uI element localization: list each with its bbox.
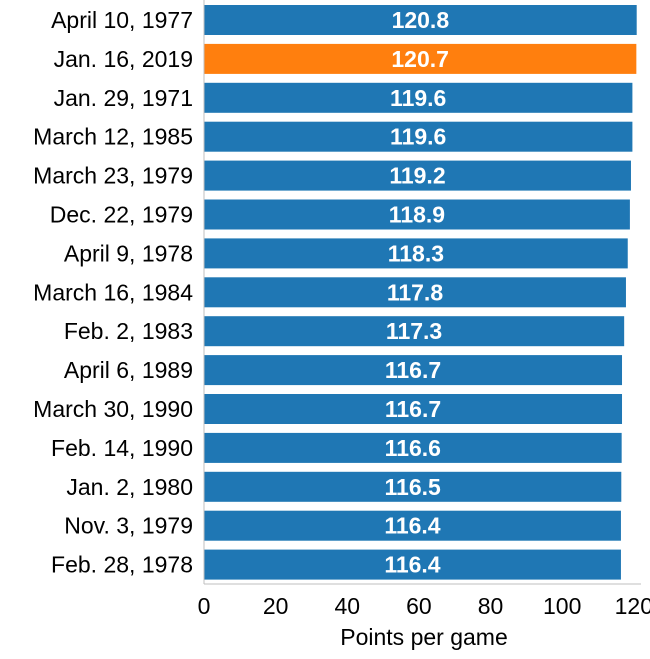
x-tick-label: 120 (615, 593, 650, 619)
bar (204, 5, 637, 35)
bar-value-label: 117.8 (387, 279, 443, 305)
bar-value-label: 119.6 (390, 124, 446, 150)
x-tick-label: 20 (263, 593, 289, 619)
category-label: Jan. 2, 1980 (66, 474, 193, 500)
category-label: Feb. 2, 1983 (64, 318, 193, 344)
bar (204, 471, 622, 502)
bar-value-label: 118.3 (388, 240, 444, 266)
x-axis-title: Points per game (340, 624, 507, 650)
bar-value-label: 116.7 (385, 396, 441, 422)
bar (204, 549, 621, 580)
bar (204, 394, 623, 424)
category-label: April 6, 1989 (64, 357, 193, 383)
bar (204, 432, 622, 463)
category-label: March 16, 1984 (33, 279, 193, 305)
category-label: April 10, 1977 (51, 7, 193, 33)
category-label: March 30, 1990 (33, 396, 193, 422)
bar-value-label: 116.4 (384, 513, 440, 539)
bar (204, 160, 631, 191)
category-label: Jan. 29, 1971 (54, 85, 193, 111)
bar-value-label: 116.7 (385, 357, 441, 383)
bar (204, 316, 625, 347)
bar (204, 355, 623, 386)
bar (204, 277, 626, 308)
category-label: Nov. 3, 1979 (64, 513, 193, 539)
category-label: Feb. 28, 1978 (51, 552, 193, 578)
category-label: Dec. 22, 1979 (50, 202, 193, 228)
category-labels-group: April 10, 1977 Jan. 16, 2019 Jan. 29, 1971… (33, 7, 193, 578)
category-label: Feb. 14, 1990 (51, 435, 193, 461)
bar-value-label: 120.7 (391, 46, 449, 72)
category-label: April 9, 1978 (64, 240, 193, 266)
bar-value-label: 116.4 (384, 552, 440, 578)
category-label: Jan. 16, 2019 (54, 46, 193, 72)
bar (204, 43, 637, 74)
bar-value-label: 119.6 (390, 85, 446, 111)
category-label: March 23, 1979 (33, 163, 193, 189)
x-tick-label: 0 (198, 593, 211, 619)
bar-value-label: 119.2 (389, 163, 445, 189)
x-tick-label: 80 (478, 593, 504, 619)
bar-value-label: 116.6 (385, 435, 441, 461)
bar (204, 121, 633, 152)
bars-group (204, 5, 637, 580)
bar (204, 510, 621, 541)
bar-value-label: 118.9 (389, 202, 445, 228)
x-tick-label: 100 (543, 593, 581, 619)
value-labels-group: 120.8 120.7 119.6 119.6 119.2 118.9 118.3 117.8… (384, 7, 449, 578)
bar-value-label: 120.8 (392, 7, 450, 33)
x-tick-label: 60 (406, 593, 432, 619)
bar (204, 199, 630, 230)
x-tick-label: 40 (334, 593, 360, 619)
bar (204, 82, 633, 113)
x-ticks-group: 0 20 40 60 80 100 120 (198, 593, 650, 619)
bar-value-label: 116.5 (385, 474, 441, 500)
bar-value-label: 117.3 (386, 318, 442, 344)
bar (204, 238, 628, 269)
category-label: March 12, 1985 (33, 124, 193, 150)
